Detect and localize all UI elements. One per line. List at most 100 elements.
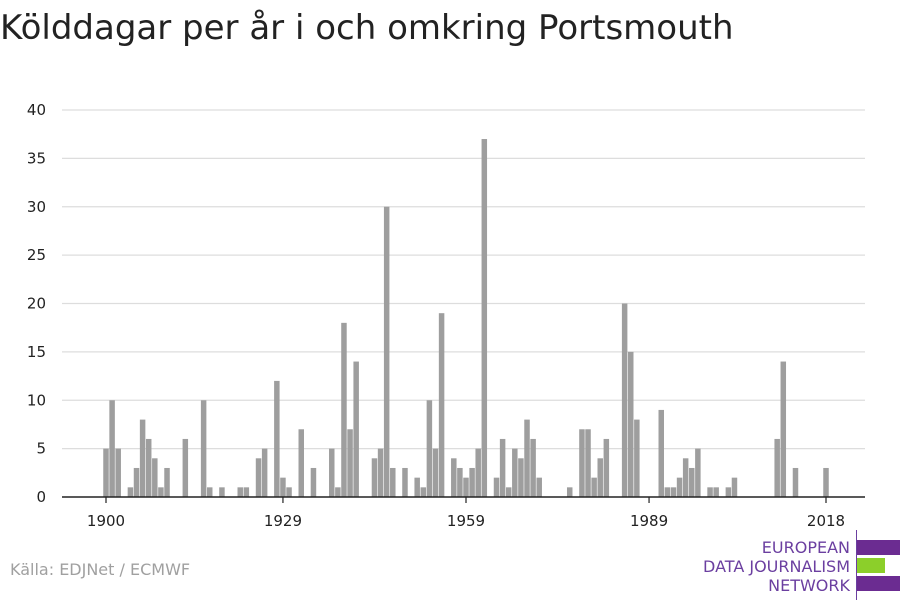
bar-1955	[438, 313, 445, 497]
bar-1992	[664, 487, 671, 497]
bar-1991	[658, 409, 664, 497]
bar-1917	[206, 487, 213, 497]
bar-1929	[280, 477, 286, 497]
bar-1960	[469, 467, 475, 497]
y-tick-label: 20	[27, 295, 46, 313]
bar-1919	[219, 487, 225, 497]
bar-1986	[628, 351, 634, 497]
bar-1937	[329, 448, 335, 497]
bar-1916	[200, 400, 207, 497]
bar-1951	[414, 477, 420, 497]
y-tick-label: 40	[27, 101, 46, 119]
logo-line-european: EUROPEAN	[761, 538, 850, 557]
bar-1945	[377, 448, 384, 497]
bar-1949	[402, 467, 408, 497]
bar-1997	[695, 448, 701, 497]
bar-1995	[682, 458, 689, 497]
bar-1965	[499, 438, 506, 497]
bar-1964	[493, 477, 500, 497]
axes: 0 5 10 15 20 25 30 35 40 1900 1929 1959 1989 2018	[27, 101, 865, 530]
chart-title: Kölddagar per år i och omkring Portsmout…	[0, 8, 734, 48]
bar-2011	[780, 361, 787, 497]
bar-1905	[133, 467, 140, 497]
bar-1904	[127, 487, 134, 497]
bar-1928	[274, 380, 280, 497]
y-tick-label: 0	[36, 488, 46, 506]
bar-1982	[603, 438, 610, 497]
bar-1967	[512, 448, 518, 497]
y-tick-label: 10	[27, 391, 46, 409]
x-tick-label: 1989	[630, 512, 668, 530]
bar-1959	[463, 477, 469, 497]
bar-1996	[689, 467, 695, 497]
bar-1970	[530, 438, 536, 497]
bar-1961	[475, 448, 481, 497]
x-tick-label: 2018	[807, 512, 845, 530]
bar-1962	[481, 139, 488, 497]
bar-1902	[115, 448, 121, 497]
y-tick-label: 5	[36, 440, 46, 458]
bar-1966	[505, 487, 512, 497]
bar-1979	[585, 429, 591, 497]
y-tick-label: 30	[27, 198, 46, 216]
x-tick-label: 1900	[87, 512, 125, 530]
bar-1940	[347, 429, 353, 497]
bar-1947	[390, 467, 396, 497]
logo-line-network: NETWORK	[768, 576, 850, 595]
bar-2013	[792, 467, 799, 497]
x-tick-label: 1929	[264, 512, 302, 530]
bar-2000	[713, 487, 719, 497]
y-tick-label: 15	[27, 343, 46, 361]
bar-1971	[536, 477, 542, 497]
bar-1987	[634, 419, 640, 497]
bar-1910	[164, 467, 170, 497]
bar-1981	[597, 458, 603, 497]
bar-1969	[524, 419, 530, 497]
bar-2003	[731, 477, 738, 497]
bar-2018	[823, 467, 829, 497]
edjnet-logo: EUROPEAN DATA JOURNALISM NETWORK	[700, 528, 900, 600]
bar-1941	[353, 361, 359, 497]
bar-1958	[457, 467, 463, 497]
bar-1944	[371, 458, 378, 497]
bar-1946	[383, 206, 390, 497]
source-note: Källa: EDJNet / ECMWF	[10, 560, 191, 579]
bar-1909	[158, 487, 164, 497]
bar-1939	[341, 322, 347, 497]
bar-1922	[237, 487, 243, 497]
gridlines	[62, 109, 865, 450]
x-tick-label: 1959	[447, 512, 485, 530]
bar-1954	[432, 448, 439, 497]
y-tick-label: 35	[27, 149, 46, 167]
bar-1952	[420, 487, 427, 497]
bar-1957	[451, 458, 457, 497]
bar-1934	[310, 467, 317, 497]
bar-1999	[707, 487, 713, 497]
logo-divider	[856, 530, 857, 600]
logo-line-data-journalism: DATA JOURNALISM	[703, 557, 850, 576]
bar-1993	[670, 487, 677, 497]
bar-1978	[579, 429, 585, 497]
bar-2010	[774, 438, 780, 497]
bar-1980	[591, 477, 597, 497]
bar-2002	[725, 487, 732, 497]
bar-1985	[621, 303, 628, 497]
bar-1923	[243, 487, 250, 497]
logo-purple-bar-top	[857, 540, 900, 555]
bar-1930	[286, 487, 292, 497]
bar-1906	[139, 419, 146, 497]
logo-green-bar	[857, 558, 885, 573]
logo-purple-bar-bottom	[857, 576, 900, 591]
bar-1968	[518, 458, 524, 497]
bars	[103, 139, 829, 497]
bar-1953	[426, 400, 433, 497]
bar-1900	[103, 448, 109, 497]
bar-1926	[261, 448, 268, 497]
bar-1907	[145, 438, 152, 497]
bar-1932	[298, 429, 304, 497]
bar-1908	[152, 458, 158, 497]
bar-1994	[676, 477, 683, 497]
bar-1976	[566, 487, 573, 497]
bar-1925	[255, 458, 262, 497]
